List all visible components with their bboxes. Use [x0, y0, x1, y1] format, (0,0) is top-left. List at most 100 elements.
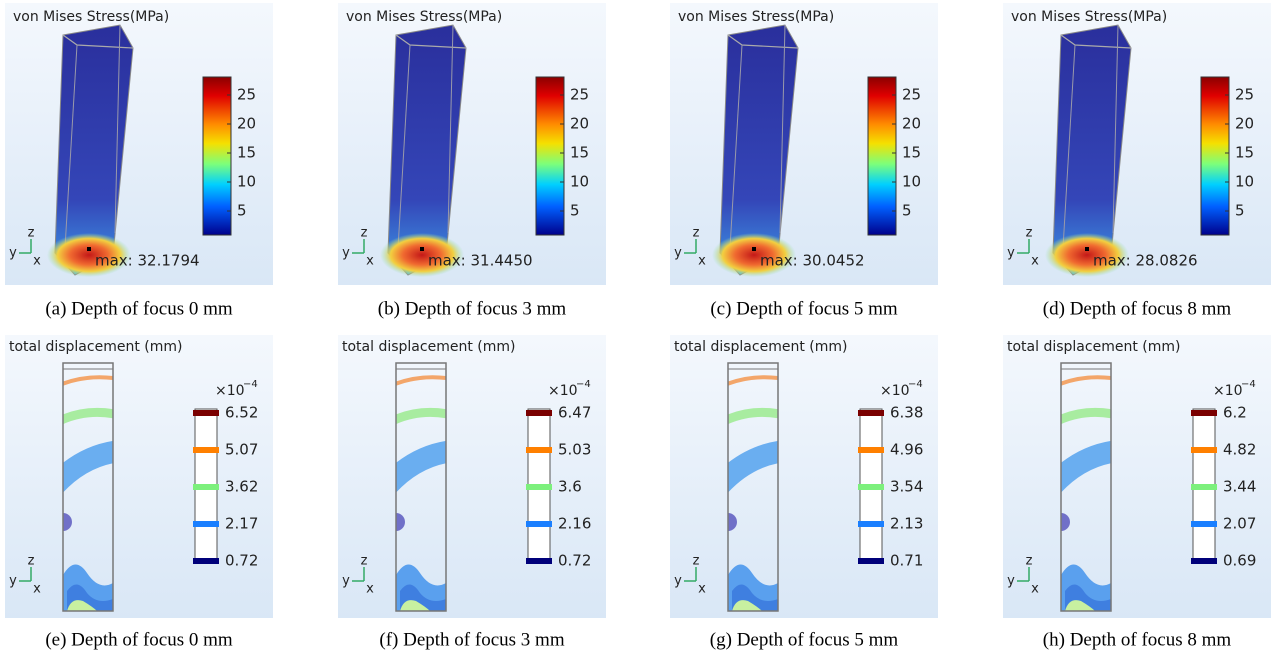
- legend-label: 0.72: [225, 552, 258, 570]
- axis-label: z: [361, 554, 368, 569]
- max-label: max: 32.1794: [95, 252, 200, 270]
- axis-label: x: [1031, 254, 1039, 269]
- stress-hotspot: [1045, 233, 1129, 277]
- panel-title: total displacement (mm): [1007, 339, 1180, 355]
- legend-swatch: [526, 447, 552, 453]
- caption: (h) Depth of focus 8 mm: [1043, 629, 1232, 650]
- colorbar-label: 25: [902, 86, 921, 104]
- contour: [728, 375, 778, 386]
- legend-label: 4.96: [890, 441, 923, 459]
- colorbar: [867, 76, 897, 236]
- legend-label: 5.03: [558, 441, 591, 459]
- colorbar: [202, 76, 232, 236]
- stress-panel: von Mises Stress(MPa) max: 28.0826 25 20 15 1…: [1003, 3, 1271, 285]
- legend-label: 6.38: [890, 404, 923, 422]
- panel-background: [670, 335, 938, 618]
- legend-label: 0.71: [890, 552, 923, 570]
- specimen-edge: [1112, 24, 1119, 234]
- legend-swatch: [1191, 447, 1217, 453]
- legend-swatch: [858, 484, 884, 490]
- axis-label: x: [698, 582, 706, 597]
- specimen-edge: [729, 44, 743, 249]
- panel-title: total displacement (mm): [9, 339, 182, 355]
- colorbar: [535, 76, 565, 236]
- colorbar-label: 20: [570, 115, 589, 133]
- colorbar-label: 20: [237, 115, 256, 133]
- legend-swatch: [858, 558, 884, 564]
- axis-label: y: [674, 574, 682, 589]
- contour: [1061, 513, 1070, 531]
- legend-swatch: [1191, 410, 1217, 416]
- contour: [1061, 440, 1111, 493]
- axis-label: x: [698, 254, 706, 269]
- contour: [63, 440, 113, 493]
- panel-background: [5, 3, 273, 285]
- stress-hotspot: [712, 233, 796, 277]
- marker: [420, 247, 424, 251]
- stress-hotspot: [47, 233, 131, 277]
- legend-swatch: [193, 447, 219, 453]
- contour: [728, 407, 778, 425]
- panel-background: [5, 335, 273, 618]
- axis-label: y: [9, 246, 17, 261]
- multiplier-base: ×10: [215, 383, 245, 399]
- axis-label: y: [1007, 246, 1015, 261]
- stress-panel: von Mises Stress(MPa) max: 32.1794 25 20 15 1…: [5, 3, 273, 285]
- caption: (a) Depth of focus 0 mm: [45, 298, 233, 319]
- marker: [752, 247, 756, 251]
- legend-swatch: [193, 521, 219, 527]
- contour: [400, 600, 430, 611]
- contour: [396, 513, 405, 531]
- axis-label: y: [674, 246, 682, 261]
- contours: [63, 375, 113, 611]
- caption: (d) Depth of focus 8 mm: [1043, 298, 1232, 319]
- axis-label: y: [342, 246, 350, 261]
- legend-swatch: [526, 521, 552, 527]
- axis-label: x: [366, 254, 374, 269]
- multiplier-base: ×10: [1213, 383, 1243, 399]
- colorbar-label: 10: [237, 173, 256, 191]
- contour: [63, 407, 113, 425]
- contour: [728, 513, 737, 531]
- stress-hotspot: [380, 233, 464, 277]
- panel-background: [338, 335, 606, 618]
- contour: [728, 440, 778, 493]
- tube-outline: [62, 362, 114, 612]
- specimen-edge: [64, 44, 78, 249]
- axis-label: z: [28, 554, 35, 569]
- displacement-panel: total displacement (mm) ×10−4 6.38 4.96 3.54…: [670, 335, 938, 618]
- legend-label: 6.47: [558, 404, 591, 422]
- axis-label: x: [33, 254, 41, 269]
- legend-label: 0.69: [1223, 552, 1256, 570]
- colorbar: [1200, 76, 1230, 236]
- legend-swatch: [193, 410, 219, 416]
- marker: [87, 247, 91, 251]
- colorbar-label: 5: [1235, 202, 1245, 220]
- displacement-panel: total displacement (mm) ×10−4 6.47 5.03 3.6 2…: [338, 335, 606, 618]
- displacement-panel: total displacement (mm) ×10−4 6.2 4.82 3.44 2…: [1003, 335, 1271, 618]
- legend-label: 3.6: [558, 478, 582, 496]
- contour: [396, 440, 446, 493]
- colorbar-label: 15: [570, 144, 589, 162]
- multiplier-exponent: −4: [1241, 379, 1256, 390]
- axis-label: z: [1026, 554, 1033, 569]
- axis-label: y: [1007, 574, 1015, 589]
- panel-background: [1003, 335, 1271, 618]
- specimen-edge: [1062, 44, 1076, 249]
- axis-label: y: [342, 574, 350, 589]
- colorbar-label: 10: [902, 173, 921, 191]
- legend-swatch: [526, 484, 552, 490]
- legend-label: 5.07: [225, 441, 258, 459]
- stress-panel: von Mises Stress(MPa) max: 31.4450 25 20 15 1…: [338, 3, 606, 285]
- multiplier-base: ×10: [548, 383, 578, 399]
- colorbar-label: 10: [570, 173, 589, 191]
- tube-outline: [395, 362, 447, 612]
- legend-swatch: [1191, 484, 1217, 490]
- legend-swatch: [858, 521, 884, 527]
- legend-label: 6.2: [1223, 404, 1247, 422]
- axis-label: x: [366, 582, 374, 597]
- max-label: max: 28.0826: [1093, 252, 1198, 270]
- contour: [1065, 600, 1095, 611]
- legend-swatch: [858, 410, 884, 416]
